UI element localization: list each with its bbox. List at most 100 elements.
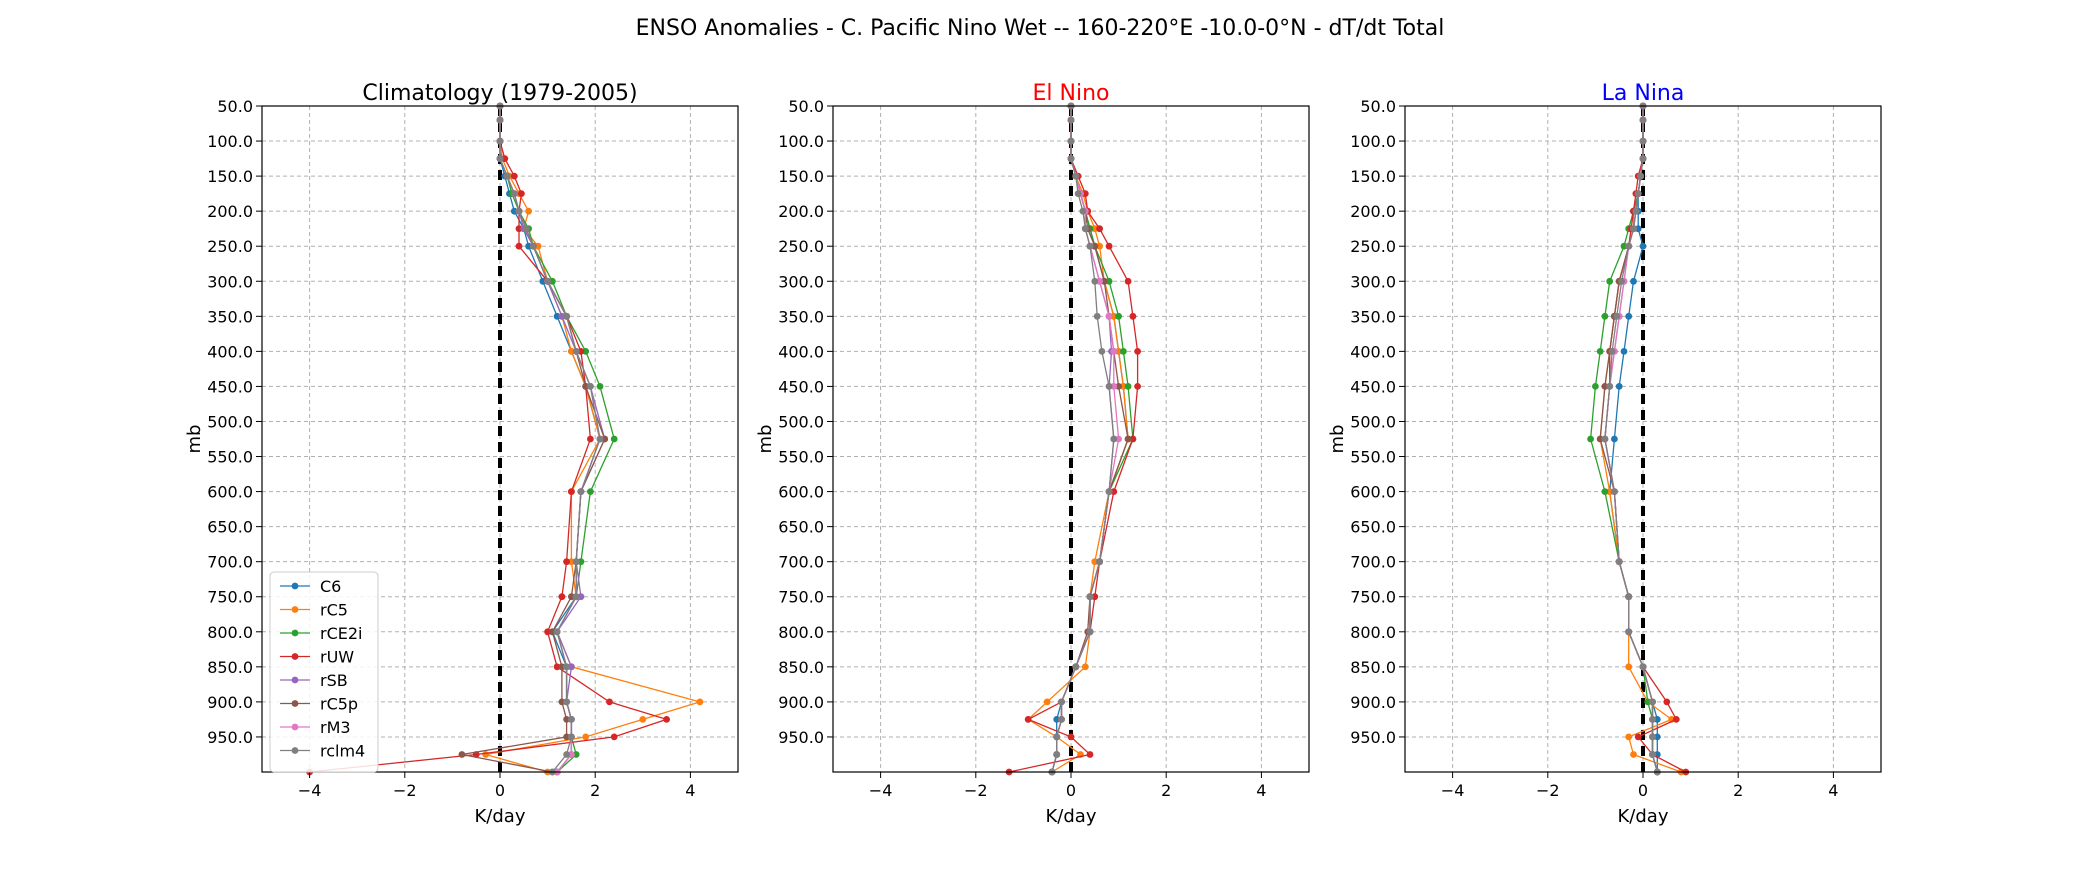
data-point [1053,716,1061,723]
data-point [1067,733,1075,741]
data-point [458,751,466,758]
data-point [1613,312,1621,320]
legend-entry-rC5p: rC5p [280,695,358,714]
series-line-rM3 [499,106,601,773]
data-point [1115,312,1122,320]
legend-marker [291,723,299,731]
series-rclm4 [1048,102,1118,776]
data-point [1625,242,1633,250]
data-point [577,348,585,355]
x-tick-label: 2 [1733,781,1743,800]
data-point [577,488,585,495]
data-point [1086,628,1094,636]
data-point [534,242,542,250]
data-point [525,207,532,215]
data-point [610,435,618,443]
data-point [496,137,504,145]
y-tick-label: 300.0 [207,272,253,291]
y-tick-label: 850.0 [207,658,253,677]
data-point [1601,383,1609,390]
y-tick-label: 300.0 [1350,272,1396,291]
data-point [563,312,570,320]
data-point [1024,716,1032,723]
data-point [1634,225,1642,233]
data-point [577,593,585,601]
data-point [563,558,570,566]
data-point [601,435,609,443]
data-point [1098,348,1106,355]
y-tick-label: 200.0 [1350,202,1396,221]
data-point [1124,383,1132,390]
chart-panel-0: −4 −2 0 2 450.0100.0150.0200.0250.0300.0350.… [184,81,739,827]
data-point [568,593,575,601]
y-tick-label: 200.0 [778,202,824,221]
series-rC5p [458,102,609,776]
y-tick-label: 400.0 [778,342,824,361]
data-point [1091,242,1099,250]
y-tick-label: 100.0 [778,132,824,151]
data-point [525,242,532,250]
y-tick-label: 750.0 [778,588,824,607]
legend-entry-rCE2i: rCE2i [280,624,362,643]
y-tick-label: 950.0 [1350,728,1396,747]
legend-entry-C6: C6 [280,577,341,596]
data-point [1120,383,1127,390]
y-tick-label: 550.0 [778,448,824,467]
panels: −4 −2 0 2 450.0100.0150.0200.0250.0300.0350.… [184,81,1882,827]
y-tick-label: 900.0 [207,693,253,712]
data-point [1096,277,1103,285]
data-point [1086,751,1094,758]
legend-marker [291,582,299,590]
legend: C6 rC5 rCE2i rUW rSB rC5p rM3 rclm4 [269,571,379,773]
data-point [558,698,566,706]
data-point [1091,593,1099,601]
legend-label: rUW [320,648,354,667]
y-axis-label: mb [1327,425,1348,454]
x-tick-label: 2 [590,781,600,800]
data-point [582,733,590,741]
data-point [1611,488,1618,495]
data-point [563,663,570,671]
data-point [1618,277,1625,285]
y-tick-label: 500.0 [778,412,824,431]
data-point [568,348,575,355]
data-point [529,242,537,250]
x-tick-label: −2 [964,781,988,800]
x-tick-label: −4 [869,781,893,800]
data-point [1639,242,1647,250]
data-point [1096,225,1103,233]
data-point [1601,488,1609,495]
series-rM3 [1601,102,1661,776]
data-point [553,628,561,636]
legend-marker [291,676,299,684]
y-tick-label: 300.0 [778,272,824,291]
data-point [549,628,556,636]
data-point [1110,383,1118,390]
data-point [563,751,570,758]
data-point [582,348,590,355]
data-point [1091,558,1099,566]
data-point [572,751,580,758]
data-point [558,593,566,601]
data-point [1649,716,1656,723]
y-tick-label: 550.0 [1350,448,1396,467]
y-tick-label: 150.0 [207,167,253,186]
legend-marker [291,606,299,613]
panel-title: Climatology (1979-2005) [362,81,637,106]
legend-entry-rC5: rC5 [280,601,348,620]
data-point [1043,698,1051,706]
data-point [1081,663,1089,671]
x-tick-label: 0 [1638,781,1648,800]
data-point [1081,225,1089,233]
data-point [1086,593,1094,601]
data-point [1596,348,1604,355]
data-point [1058,698,1065,706]
y-tick-label: 950.0 [207,728,253,747]
data-point [587,488,594,495]
data-point [568,663,575,671]
y-tick-label: 650.0 [1350,518,1396,537]
data-point [563,698,570,706]
data-point [553,663,561,671]
data-point [515,225,523,233]
data-point [510,190,518,198]
